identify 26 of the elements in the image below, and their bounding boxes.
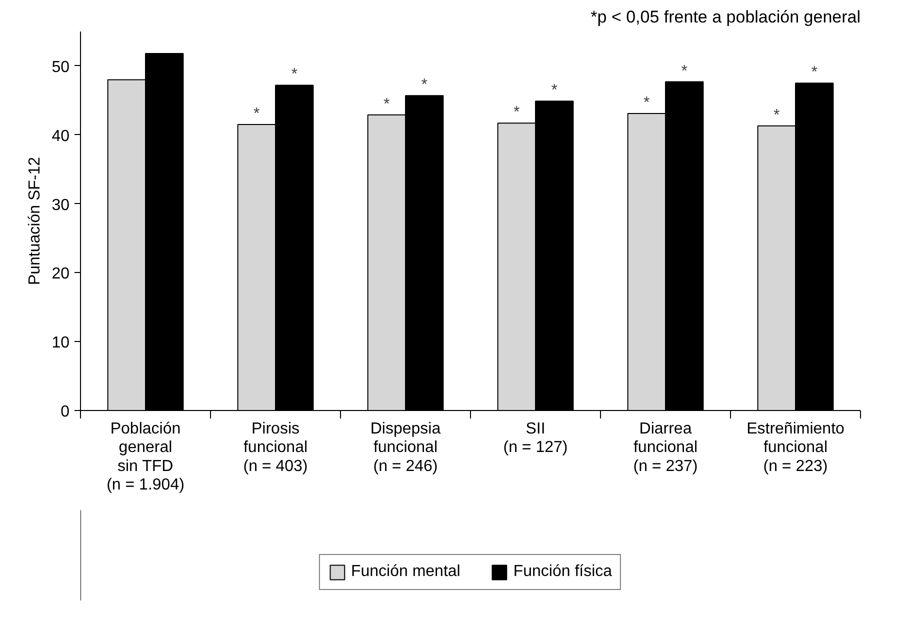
x-tick-label: Pirosis funcional (n = 403) [243, 420, 308, 475]
annotation: * [291, 66, 298, 84]
y-tick-label: 40 [52, 128, 70, 145]
y-axis-title: Puntuación SF-12 [26, 156, 44, 286]
annotation: * [421, 76, 428, 94]
x-tick-label: Dispepsia funcional (n = 246) [370, 420, 441, 475]
text: *p < 0,05 frente a población general [590, 8, 860, 26]
x-tick-label: SII (n = 127) [503, 420, 568, 456]
annotation: * [254, 106, 260, 123]
annotation: * [514, 104, 520, 122]
legend-label: Función física [513, 563, 612, 581]
y-tick-label: 20 [52, 266, 70, 283]
legend-label: Función mental [350, 563, 460, 581]
annotation: * [774, 106, 780, 124]
annotation: * [681, 62, 688, 80]
y-tick-label: 50 [52, 58, 70, 76]
x-tick-label: Población general sin TFD (n = 1.904) [106, 420, 184, 494]
annotation: * [811, 64, 818, 82]
annotation: * [551, 82, 558, 100]
annotation: * [384, 96, 390, 113]
x-tick-label: Estreñimiento funcional (n = 223) [746, 420, 845, 475]
y-tick-label: 10 [52, 334, 70, 352]
x-tick-label: Diarrea funcional (n = 237) [633, 420, 698, 475]
y-tick-label: 0 [60, 404, 70, 420]
annotation: * [644, 94, 650, 112]
y-tick-label: 30 [52, 196, 70, 214]
